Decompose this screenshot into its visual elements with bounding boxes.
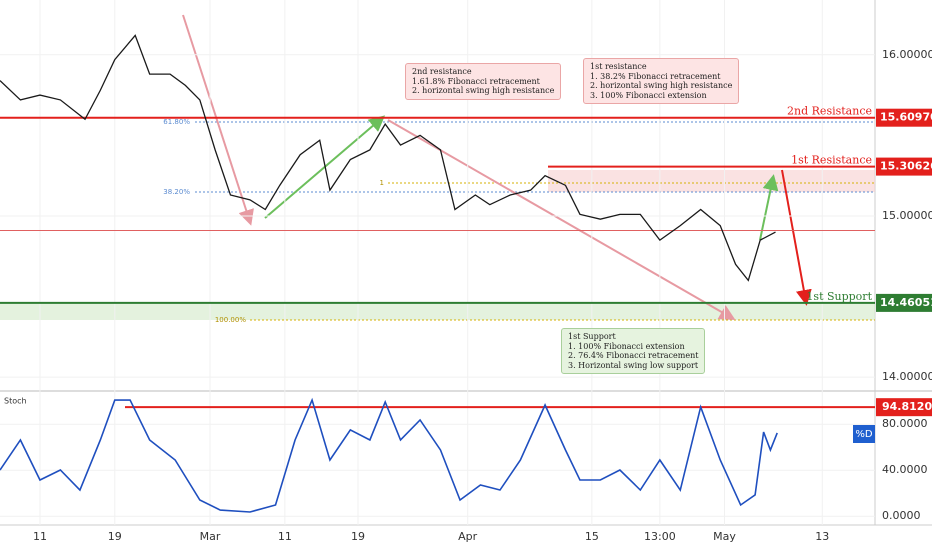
annotation-line: 2. horizontal swing high resistance xyxy=(590,81,733,90)
fib-label: 100.00% xyxy=(215,316,246,324)
level-value-box xyxy=(876,108,932,127)
fib-label: 61.80% xyxy=(163,118,190,126)
stoch-line xyxy=(0,397,778,513)
y-tick-label: 80.0000 xyxy=(882,417,928,430)
x-tick-label: Apr xyxy=(458,530,478,543)
x-tick-label: 11 xyxy=(278,530,292,543)
level-value-box xyxy=(876,293,932,312)
annotation-line: 1. 38.2% Fibonacci retracement xyxy=(590,71,721,81)
x-tick-label: 13 xyxy=(815,530,829,543)
x-tick-label: 15 xyxy=(585,530,599,543)
panel-label: Stoch xyxy=(4,397,27,406)
x-tick-label: 19 xyxy=(351,530,365,543)
arrow xyxy=(759,174,779,241)
x-tick-label: May xyxy=(713,530,736,543)
level-name: 2nd Resistance xyxy=(787,105,872,118)
fib-label: 1 xyxy=(380,179,384,187)
annotation-line: 1st resistance xyxy=(590,62,647,71)
level-value: 14.46051 xyxy=(880,296,932,309)
y-tick-label: 15.00000 xyxy=(882,209,932,222)
x-tick-label: 11 xyxy=(33,530,47,543)
fib-label: 38.20% xyxy=(163,188,190,196)
resistance-zone xyxy=(548,170,875,192)
annotation-line: 1.61.8% Fibonacci retracement xyxy=(412,76,540,86)
x-tick-label: 13:00 xyxy=(644,530,676,543)
arrow xyxy=(387,119,736,320)
legend-label: %D xyxy=(855,429,873,440)
level-name: 1st Support xyxy=(806,290,872,303)
support-zone xyxy=(0,303,875,320)
stoch-level-box xyxy=(876,398,932,417)
y-tick-label: 16.00000 xyxy=(882,48,932,61)
x-tick-label: Mar xyxy=(200,530,221,543)
annotation-line: 1st Support xyxy=(568,332,616,341)
stoch-level-value: 94.8120 xyxy=(882,400,932,413)
annotation-line: 3. 100% Fibonacci extension xyxy=(590,90,707,100)
annotation-line: 3. Horizontal swing low support xyxy=(568,360,699,370)
annotation-line: 2. horizontal swing high resistance xyxy=(412,86,555,95)
annotation: 2nd resistance 1.61.8% Fibonacci retracem… xyxy=(405,63,562,100)
y-tick-label: 14.00000 xyxy=(882,370,932,383)
annotation-line: 1. 100% Fibonacci extension xyxy=(568,341,685,351)
annotation-line: 2nd resistance xyxy=(412,67,472,76)
y-tick-label: 40.0000 xyxy=(882,463,928,476)
x-tick-label: 19 xyxy=(108,530,122,543)
annotation-line: 2. 76.4% Fibonacci retracement xyxy=(568,351,699,360)
annotation: 1st Support 1. 100% Fibonacci extension 2.… xyxy=(561,328,706,374)
level-value: 15.60970 xyxy=(880,111,932,124)
y-tick-label: 0.0000 xyxy=(882,509,921,522)
price-line xyxy=(0,34,776,282)
level-value: 15.30626 xyxy=(880,160,932,173)
annotation: 1st resistance 1. 38.2% Fibonacci retrace… xyxy=(583,58,740,104)
level-value-box xyxy=(876,157,932,176)
legend-box xyxy=(853,425,875,443)
level-name: 1st Resistance xyxy=(791,154,872,167)
arrow xyxy=(781,169,812,306)
